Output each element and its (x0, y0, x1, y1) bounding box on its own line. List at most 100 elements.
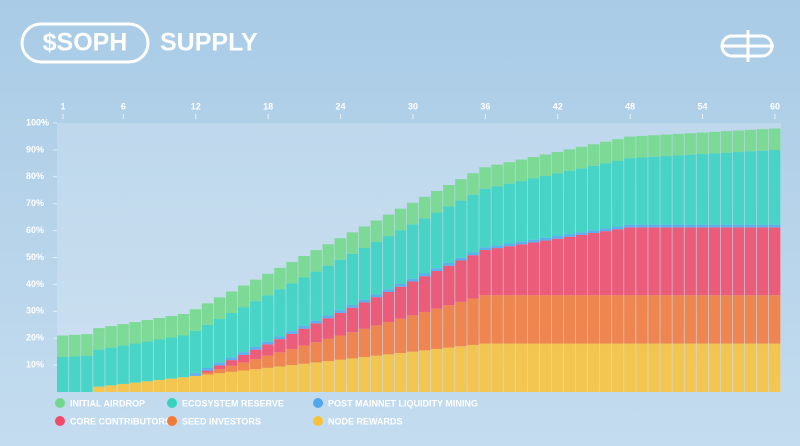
area-step (165, 337, 178, 379)
area-step (624, 136, 636, 159)
area-step (491, 186, 503, 246)
legend-label: SEED INVESTORS (182, 416, 261, 426)
area-step (370, 294, 383, 298)
area-step (274, 352, 286, 367)
area-step (419, 311, 431, 351)
area-step (708, 224, 721, 228)
area-step (660, 134, 672, 157)
area-step (250, 349, 262, 360)
area-step (431, 190, 443, 213)
area-step (334, 312, 346, 336)
area-step (744, 151, 757, 225)
area-step (322, 315, 334, 319)
area-step (455, 257, 467, 261)
area-step (225, 360, 238, 366)
area-step (527, 239, 540, 243)
area-step (250, 301, 262, 347)
area-step (587, 230, 600, 234)
area-step (672, 224, 684, 228)
area-step (563, 170, 576, 235)
area-step (479, 167, 491, 189)
area-step (612, 160, 624, 227)
area-step (756, 343, 769, 392)
area-step (563, 149, 576, 171)
area-step (624, 158, 636, 225)
area-step (479, 188, 491, 248)
x-tick-label: 60 (770, 101, 780, 111)
chart-subtitle: SUPPLY (160, 29, 258, 57)
legend-swatch (313, 416, 323, 426)
area-step (129, 322, 141, 344)
area-step (455, 260, 467, 302)
area-step (467, 252, 479, 256)
area-step (527, 343, 540, 392)
area-step (262, 341, 274, 345)
area-step (684, 154, 696, 225)
area-step (491, 248, 503, 296)
y-tick-label: 60% (26, 225, 44, 235)
area-step (491, 245, 503, 249)
area-step (551, 238, 564, 296)
area-step (141, 381, 153, 392)
area-step (720, 227, 733, 296)
area-step (539, 175, 552, 238)
area-step (274, 267, 286, 290)
x-tick-label: 18 (263, 101, 273, 111)
area-step (648, 135, 660, 157)
area-step (406, 278, 419, 282)
area-step (636, 227, 648, 296)
area-step (600, 141, 612, 164)
area-step (696, 227, 708, 296)
area-step (563, 234, 576, 237)
legend-label: NODE REWARDS (328, 416, 403, 426)
area-step (600, 343, 612, 392)
area-step (768, 224, 781, 228)
area-step (684, 224, 696, 228)
area-step (539, 237, 552, 241)
area-step (515, 343, 527, 392)
area-step (358, 328, 371, 358)
area-step (298, 256, 310, 278)
area-step (382, 289, 395, 292)
area-step (431, 268, 443, 271)
area-step (768, 128, 781, 151)
area-step (322, 338, 334, 362)
area-step (419, 196, 431, 219)
x-tick-label: 48 (625, 101, 635, 111)
area-step (262, 355, 274, 368)
area-step (660, 295, 672, 344)
area-step (213, 318, 226, 363)
area-step (406, 281, 419, 316)
area-step (708, 295, 721, 344)
area-step (575, 234, 588, 296)
area-step (382, 236, 395, 290)
area-step (201, 324, 214, 368)
area-step (117, 345, 129, 384)
area-step (165, 316, 178, 338)
y-tick-label: 10% (26, 359, 44, 369)
area-step (382, 354, 395, 392)
area-step (696, 343, 708, 392)
area-step (744, 227, 757, 296)
area-step (732, 152, 745, 225)
area-step (370, 325, 383, 356)
area-step (394, 352, 407, 392)
area-step (286, 331, 298, 334)
area-step (201, 367, 214, 371)
x-tick-label: 1 (61, 101, 66, 111)
area-step (225, 371, 238, 392)
area-step (696, 132, 708, 155)
x-tick-label: 54 (698, 101, 708, 111)
area-step (382, 322, 395, 355)
area-step (455, 200, 467, 258)
area-step (756, 227, 769, 296)
area-step (612, 229, 624, 296)
area-step (334, 238, 346, 260)
area-step (696, 224, 708, 228)
area-step (768, 343, 781, 392)
area-step (503, 343, 515, 392)
area-step (346, 232, 359, 254)
area-step (189, 373, 202, 376)
area-step (527, 295, 540, 344)
area-step (443, 263, 455, 266)
